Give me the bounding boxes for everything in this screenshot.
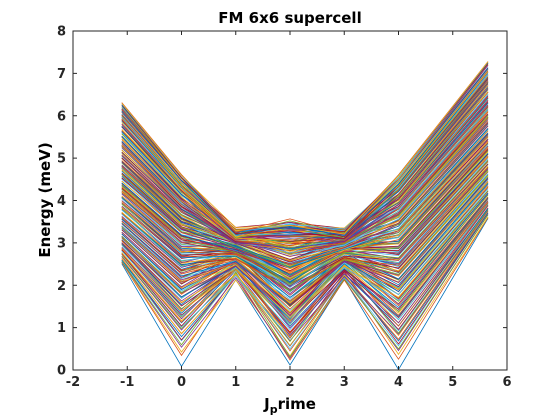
x-axis-label-tail: rime	[278, 395, 316, 413]
x-tick-label: 6	[502, 375, 511, 390]
x-tick-label: -2	[66, 375, 80, 390]
y-tick-label: 5	[57, 152, 66, 167]
y-tick-label: 0	[57, 364, 66, 379]
chart-title: FM 6x6 supercell	[218, 9, 361, 27]
x-tick-label: 1	[231, 375, 240, 390]
y-axis-label: Energy (meV)	[36, 142, 54, 257]
x-tick-label: -1	[120, 375, 134, 390]
x-tick-label: 5	[448, 375, 457, 390]
x-tick-label: 4	[394, 375, 403, 390]
x-tick-label: 2	[285, 375, 294, 390]
y-tick-label: 4	[57, 194, 66, 209]
x-tick-label: 0	[177, 375, 186, 390]
x-axis-label-subscript: p	[270, 403, 278, 416]
y-tick-label: 8	[57, 25, 66, 40]
x-tick-label: 3	[340, 375, 349, 390]
y-tick-label: 3	[57, 236, 66, 251]
y-tick-label: 1	[57, 321, 66, 336]
y-tick-label: 7	[57, 67, 66, 82]
x-axis-label-main: J	[263, 395, 270, 413]
y-tick-label: 6	[57, 109, 66, 124]
y-tick-label: 2	[57, 279, 66, 294]
